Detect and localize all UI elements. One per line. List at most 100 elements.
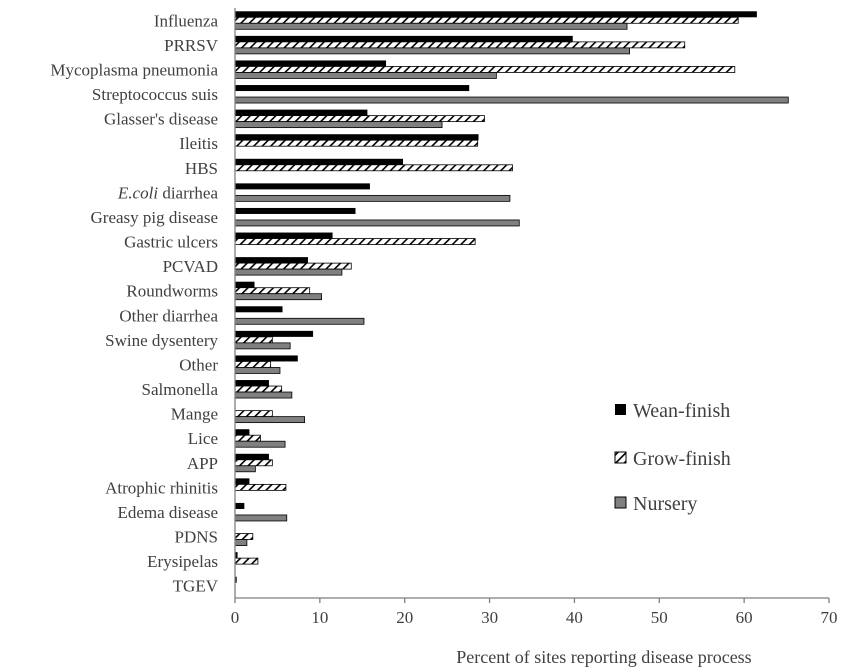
bar-wean-finish-edema-disease xyxy=(235,502,245,509)
legend-swatch-grow-finish xyxy=(614,451,627,464)
bar-grow-finish-lice xyxy=(234,434,261,442)
x-tick-label-60: 60 xyxy=(736,608,753,627)
legend-swatch-wean-finish xyxy=(615,404,626,415)
bar-nursery-e-coli-diarrhea xyxy=(234,194,511,202)
bar-nursery-other xyxy=(234,367,281,374)
category-label-prrsv: PRRSV xyxy=(164,36,219,55)
category-labels: Influenza PRRSV Mycoplasma pneumonia Strept… xyxy=(50,11,218,595)
bar-wean-finish-glasser-s-disease xyxy=(235,109,368,116)
x-axis-ticks: 0 10 20 30 40 50 60 70 xyxy=(231,598,838,627)
bar-wean-finish-swine-dysentery xyxy=(235,330,314,337)
bar-nursery-swine-dysentery xyxy=(234,342,291,350)
bar-grow-finish-salmonella xyxy=(234,385,283,393)
bar-grow-finish-mycoplasma-pneumonia xyxy=(234,66,736,73)
legend-label-nursery: Nursery xyxy=(633,493,697,515)
bar-nursery-pcvad xyxy=(234,268,343,276)
bar-grow-finish-pcvad xyxy=(234,262,352,270)
bar-grow-finish-influenza xyxy=(234,16,739,24)
category-label-hbs: HBS xyxy=(185,159,218,178)
category-label-edema-disease: Edema disease xyxy=(117,503,218,522)
bar-wean-finish-gastric-ulcers xyxy=(235,232,333,239)
category-label-greasy-pig-disease: Greasy pig disease xyxy=(91,208,218,227)
category-label-tgev: TGEV xyxy=(173,577,219,596)
bar-wean-finish-other xyxy=(235,355,298,362)
bar-wean-finish-influenza xyxy=(235,11,757,18)
category-label-salmonella: Salmonella xyxy=(142,380,219,399)
bar-wean-finish-e-coli-diarrhea xyxy=(235,183,370,190)
bars-group xyxy=(234,11,789,583)
category-label-influenza: Influenza xyxy=(154,11,219,30)
category-label-lice: Lice xyxy=(188,429,218,448)
legend-item-wean-finish: Wean-finish xyxy=(615,400,730,422)
x-tick-label-0: 0 xyxy=(231,608,240,627)
bar-nursery-app xyxy=(234,465,256,473)
bar-wean-finish-atrophic-rhinitis xyxy=(235,478,250,485)
category-label-other-diarrhea: Other diarrhea xyxy=(119,306,218,325)
bar-nursery-salmonella xyxy=(234,391,293,399)
bar-nursery-roundworms xyxy=(234,293,322,301)
category-label-mange: Mange xyxy=(171,405,218,424)
category-label-ileitis: Ileitis xyxy=(179,134,218,153)
x-axis-title: Percent of sites reporting disease proce… xyxy=(456,647,751,667)
category-label-pdns: PDNS xyxy=(175,528,218,547)
bar-grow-finish-mange xyxy=(234,410,273,418)
bar-grow-finish-roundworms xyxy=(234,287,311,295)
bar-wean-finish-hbs xyxy=(235,158,404,165)
bar-wean-finish-lice xyxy=(235,429,250,436)
bar-nursery-glasser-s-disease xyxy=(234,121,443,129)
legend-item-grow-finish: Grow-finish xyxy=(614,448,731,470)
x-tick-label-70: 70 xyxy=(821,608,838,627)
legend-swatch-nursery xyxy=(614,496,627,509)
x-tick-label-50: 50 xyxy=(651,608,668,627)
category-label-pcvad: PCVAD xyxy=(163,257,218,276)
bar-wean-finish-mycoplasma-pneumonia xyxy=(235,60,387,67)
x-tick-label-10: 10 xyxy=(311,608,328,627)
bar-grow-finish-gastric-ulcers xyxy=(234,238,476,245)
x-tick-label-40: 40 xyxy=(566,608,583,627)
category-label-gastric-ulcers: Gastric ulcers xyxy=(124,233,218,252)
bar-grow-finish-ileitis xyxy=(234,139,479,147)
category-label-app: APP xyxy=(187,454,218,473)
bar-nursery-influenza xyxy=(234,22,628,30)
bar-wean-finish-tgev xyxy=(235,576,237,583)
category-label-glasser-s-disease: Glasser's disease xyxy=(104,110,218,129)
category-label-other: Other xyxy=(179,355,218,374)
bar-grow-finish-erysipelas xyxy=(234,557,259,565)
bar-nursery-edema-disease xyxy=(234,514,288,522)
category-label-atrophic-rhinitis: Atrophic rhinitis xyxy=(105,478,218,497)
bar-nursery-mycoplasma-pneumonia xyxy=(234,72,497,79)
x-tick-label-30: 30 xyxy=(481,608,498,627)
bar-wean-finish-app xyxy=(235,453,269,460)
bar-wean-finish-salmonella xyxy=(235,380,269,387)
bar-grow-finish-glasser-s-disease xyxy=(234,115,485,123)
bar-nursery-mange xyxy=(234,416,305,424)
bar-grow-finish-prrsv xyxy=(234,41,686,49)
category-label-roundworms: Roundworms xyxy=(126,282,218,301)
bar-wean-finish-greasy-pig-disease xyxy=(235,207,356,214)
bar-grow-finish-app xyxy=(234,459,273,467)
bar-wean-finish-streptococcus-suis xyxy=(235,85,470,92)
legend-label-grow-finish: Grow-finish xyxy=(633,448,731,470)
category-label-e-coli-diarrhea: E.coli diarrhea xyxy=(117,183,219,202)
bar-wean-finish-ileitis xyxy=(235,134,479,141)
bar-wean-finish-prrsv xyxy=(235,35,573,42)
bar-grow-finish-other xyxy=(234,361,272,368)
category-label-swine-dysentery: Swine dysentery xyxy=(105,331,218,350)
bar-wean-finish-roundworms xyxy=(235,281,255,288)
category-label-streptococcus-suis: Streptococcus suis xyxy=(92,85,218,104)
legend-item-nursery: Nursery xyxy=(614,493,697,515)
bar-grow-finish-swine-dysentery xyxy=(234,336,273,344)
bar-wean-finish-other-diarrhea xyxy=(235,306,283,313)
x-tick-label-20: 20 xyxy=(396,608,413,627)
bar-nursery-lice xyxy=(234,440,286,448)
bar-grow-finish-atrophic-rhinitis xyxy=(234,483,287,491)
bar-nursery-greasy-pig-disease xyxy=(234,219,520,227)
legend-label-wean-finish: Wean-finish xyxy=(633,400,730,422)
category-label-mycoplasma-pneumonia: Mycoplasma pneumonia xyxy=(50,60,218,79)
category-label-erysipelas: Erysipelas xyxy=(147,552,218,571)
legend: Wean-finish Grow-finish Nursery xyxy=(614,400,731,515)
bar-grow-finish-pdns xyxy=(234,533,254,540)
bar-wean-finish-pcvad xyxy=(235,257,308,264)
bar-nursery-pdns xyxy=(234,539,248,546)
